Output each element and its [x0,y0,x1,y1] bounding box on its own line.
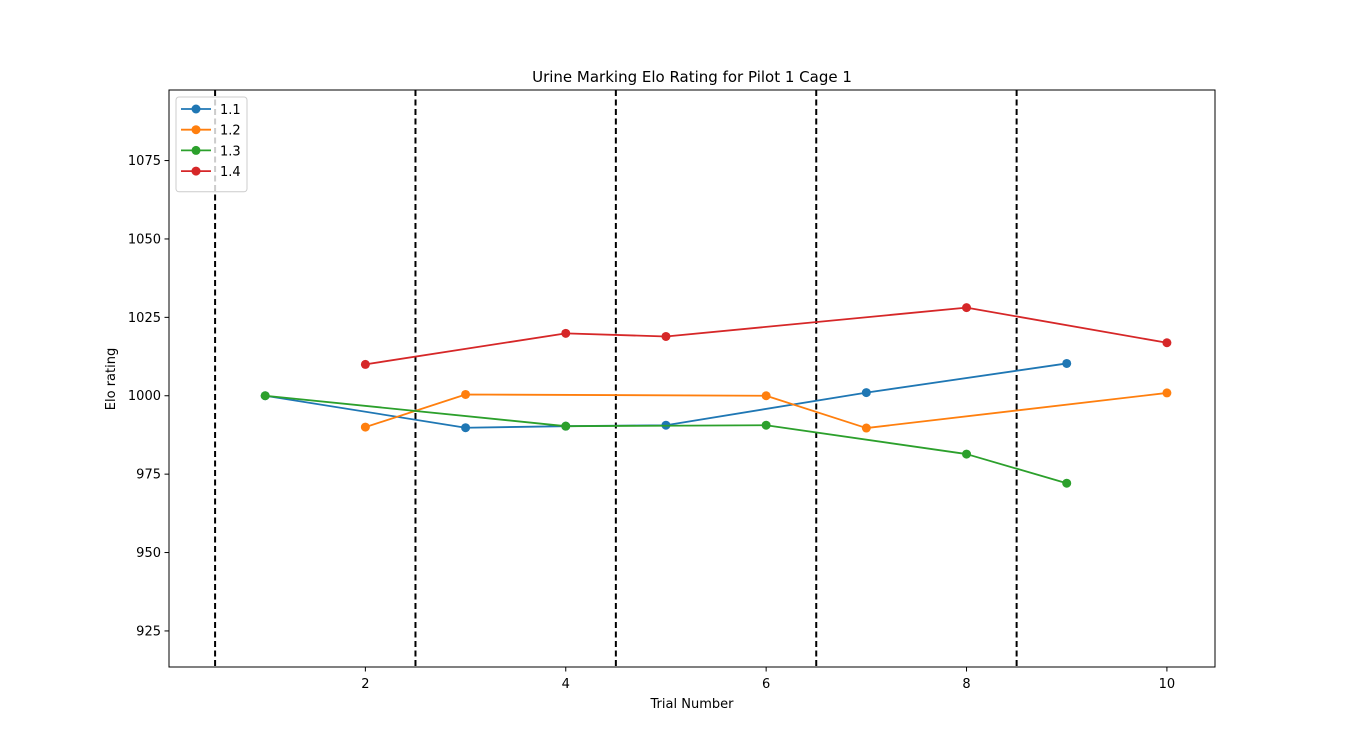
y-tick-label: 925 [136,624,161,639]
data-point-1.2-4 [861,423,871,433]
y-tick-label: 1000 [128,389,161,404]
data-point-1.2-2 [461,389,471,399]
legend-marker-1.2 [191,125,201,135]
data-point-1.4-1 [360,359,370,369]
y-tick-label: 950 [136,546,161,561]
y-tick-label: 1075 [128,154,161,169]
y-tick-label: 975 [136,468,161,483]
x-tick-label: 4 [562,677,570,692]
data-point-1.2-1 [360,422,370,432]
legend-label-1.2: 1.2 [220,124,241,139]
data-point-1.3-1 [260,391,270,401]
x-tick-label: 6 [762,677,770,692]
data-point-1.3-2 [561,421,571,431]
axes-frame [168,89,1216,668]
series-line-1.4 [365,306,1168,366]
data-point-1.4-2 [561,328,571,338]
legend-marker-1.3 [191,145,201,155]
data-point-1.4-4 [962,303,972,313]
x-tick-label: 2 [361,677,369,692]
legend: 1.1 1.2 1.3 1.4 [175,96,248,193]
data-point-1.1-6 [1062,358,1072,368]
legend-label-1.3: 1.3 [220,144,241,159]
data-point-1.3-5 [1062,478,1072,488]
legend-label-1.1: 1.1 [220,103,241,118]
legend-marker-1.1 [191,104,201,114]
data-point-1.2-3 [761,391,771,401]
data-point-1.1-5 [861,388,871,398]
plot-area: 2 4 6 8 10 925 950 975 1000 1025 1050 1075 [128,89,1216,692]
data-point-1.1-2 [461,423,471,433]
data-point-1.4-3 [661,331,671,341]
data-point-1.4-5 [1162,338,1172,348]
chart-title: Urine Marking Elo Rating for Pilot 1 Cag… [532,68,852,86]
data-point-1.3-4 [962,449,972,459]
x-tick-label: 10 [1159,677,1176,692]
data-point-1.2-5 [1162,388,1172,398]
x-axis-title: Trial Number [650,697,735,712]
y-tick-label: 1025 [128,311,161,326]
series-line-1.3 [265,394,1067,485]
y-tick-label: 1050 [128,232,161,247]
data-point-1.3-3 [761,420,771,430]
y-axis-title: Elo rating [104,348,119,410]
legend-label-1.4: 1.4 [220,165,241,180]
legend-marker-1.4 [191,166,201,176]
x-tick-label: 8 [962,677,970,692]
